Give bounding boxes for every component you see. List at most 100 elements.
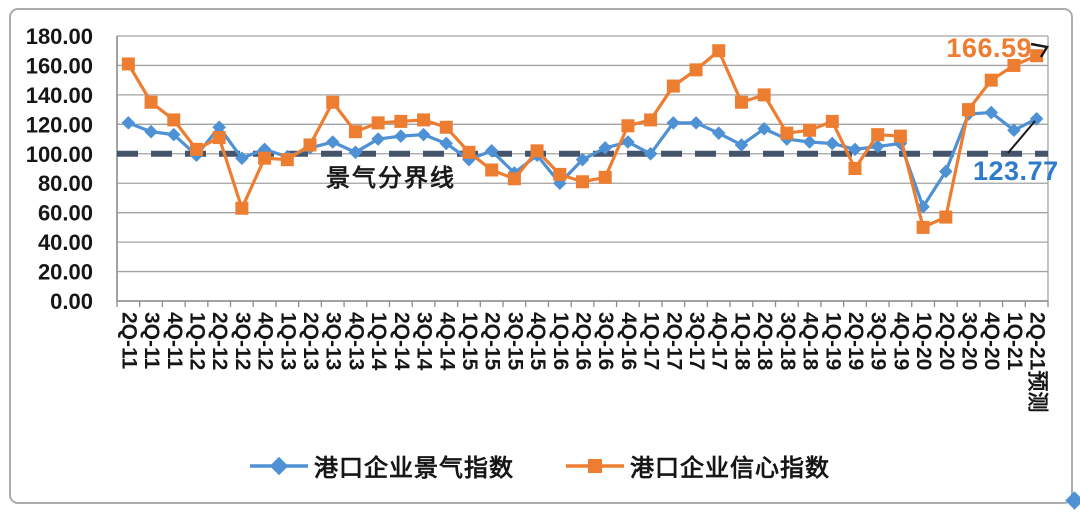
marker-square [439,120,453,134]
y-tick-label: 80.00 [38,171,93,196]
marker-diamond [734,138,749,152]
data-series [121,44,1044,234]
marker-diamond [439,136,454,151]
x-tick-label: 3Q-20 [958,312,981,370]
marker-square [871,128,885,142]
legend-label-prosperity: 港口企业景气指数 [314,455,514,482]
marker-square [689,63,703,77]
marker-square [962,103,976,117]
x-tick-label: 1Q-12 [185,312,208,370]
marker-square [235,201,249,215]
marker-square [280,153,294,167]
reference-line-label: 景气分界线 [326,165,456,192]
marker-diamond [371,132,385,146]
x-tick-label: 3Q-16 [594,312,617,370]
marker-square [189,142,203,156]
y-tick-label: 100.00 [26,142,93,167]
marker-square [212,131,226,145]
marker-square [326,95,340,109]
x-tick-label: 4Q-14 [435,312,458,371]
x-tick-label: 4Q-17 [708,312,731,370]
marker-square [666,79,680,93]
y-tick-label: 160.00 [26,53,93,78]
leader-line-prosperity [1007,120,1036,154]
marker-square [712,44,726,58]
x-tick-label: 1Q-15 [458,312,481,371]
marker-diamond [348,145,363,160]
marker-square [167,113,181,127]
marker-diamond [757,121,771,136]
chart-border [9,8,1073,504]
x-tick-label: 4Q-16 [617,312,640,370]
marker-diamond [394,129,408,143]
marker-square [303,138,317,152]
x-tick-label: 2Q-17 [662,312,685,370]
x-tick-label: 3Q-13 [322,312,345,370]
marker-square [734,95,748,109]
legend-marker-square-icon [566,458,624,473]
y-tick-label: 0.00 [50,289,93,314]
marker-square [417,113,431,127]
marker-square [507,172,521,186]
legend-item-confidence: 港口企业信心指数 [566,448,830,483]
marker-diamond [666,116,681,130]
marker-square [780,126,794,140]
y-tick-label: 60.00 [38,201,93,226]
x-tick-label: 2Q-16 [572,312,595,370]
y-tick-label: 20.00 [38,260,93,285]
marker-square [530,144,544,158]
marker-square [621,119,635,133]
marker-square [848,162,862,175]
legend: 港口企业景气指数 港口企业信心指数 [250,448,830,483]
x-tick-label: 3Q-12 [231,312,254,370]
marker-diamond [870,139,885,154]
marker-square [576,175,589,189]
x-tick-label: 1Q-18 [730,312,753,371]
marker-diamond [802,135,817,149]
marker-diamond [984,105,999,120]
x-tick-label: 1Q-17 [640,312,663,370]
marker-diamond [689,116,703,130]
x-tick-label: 1Q-21 [1003,312,1026,371]
marker-diamond [621,135,635,149]
marker-square [757,88,771,102]
x-tick-label: 4Q-13 [344,312,367,370]
marker-square [485,163,499,177]
x-tick-label: 3Q-18 [776,312,799,371]
x-tick-label: 4Q-15 [526,312,549,371]
x-tick-label: 4Q-18 [799,312,822,371]
marker-diamond [235,151,249,165]
marker-square [121,57,135,71]
marker-square [893,129,907,143]
gridlines: 0.00 20.00 40.00 60.00 80.00 100.00 120.00 140.… [26,24,1048,314]
x-tick-label: 4Q-11 [163,312,186,370]
x-tick-label: 3Q-19 [867,312,890,370]
marker-square [144,95,158,109]
x-tick-label: 3Q-14 [413,312,436,371]
y-tick-label: 120.00 [26,112,93,137]
marker-square [598,170,612,184]
marker-diamond [939,164,953,179]
x-tick-label: 2Q-12 [208,312,231,370]
marker-square [371,116,385,130]
marker-diamond [848,142,862,157]
marker-diamond [711,126,726,140]
x-tick-label: 2Q-21预测 [1026,312,1049,412]
legend-label-confidence: 港口企业信心指数 [630,455,830,482]
x-tick-label: 2Q-13 [299,312,322,370]
y-tick-label: 180.00 [26,24,93,49]
x-tick-label: 1Q-13 [276,312,299,370]
legend-marker-diamond-icon [250,456,308,475]
marker-diamond [1007,123,1021,138]
x-tick-label: 4Q-12 [254,312,277,370]
marker-square [984,73,998,87]
x-tick-label: 3Q-15 [503,312,526,371]
annotation-prosperity-value: 123.77 [973,156,1059,186]
x-tick-label: 1Q-14 [367,312,390,371]
marker-square [462,145,476,159]
marker-square [644,113,658,127]
legend-item-prosperity: 港口企业景气指数 [250,448,514,483]
x-tick-label: 2Q-11 [117,312,140,370]
x-tick-label: 4Q-20 [980,312,1003,370]
